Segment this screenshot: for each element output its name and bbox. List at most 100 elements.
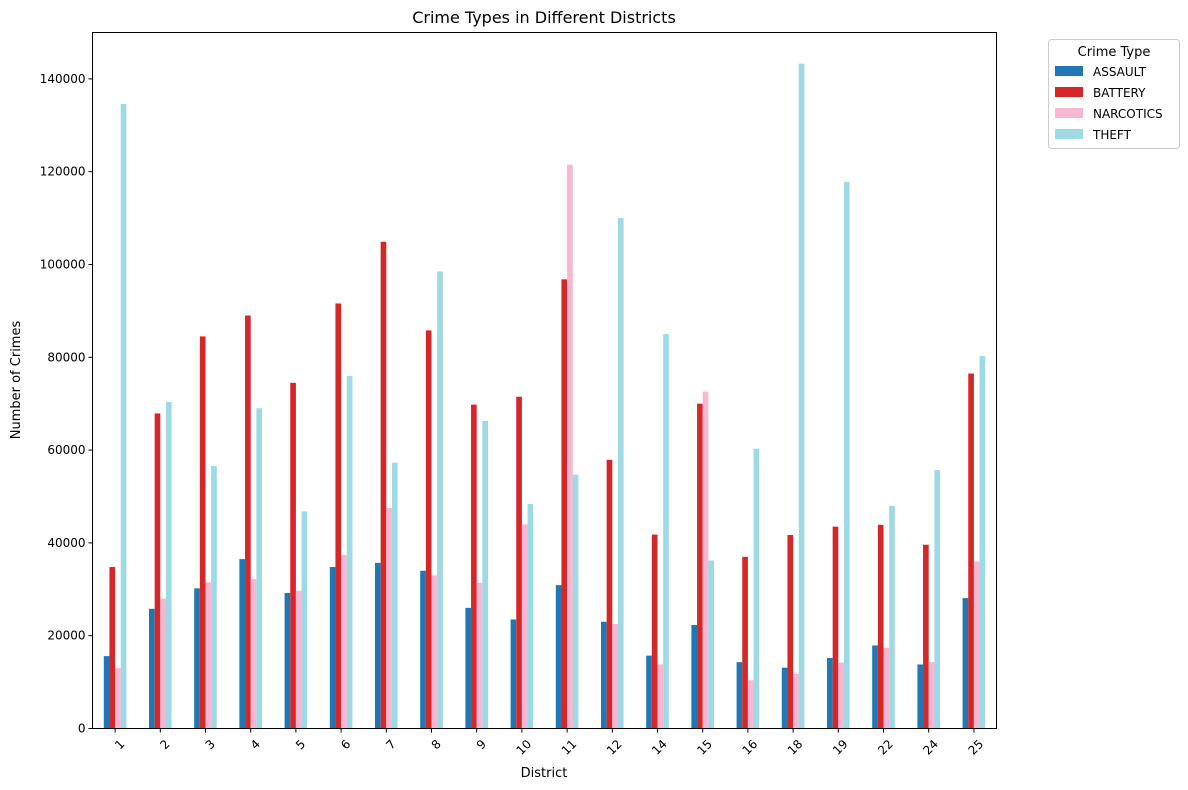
y-tick-label: 100000 [40,258,86,272]
bar-battery-district-12 [606,459,613,729]
x-tick-label-district-2: 2 [157,737,172,752]
bar-battery-district-11 [561,279,568,729]
bar-battery-district-4 [245,315,251,729]
bar-assault-district-1 [103,656,110,729]
bar-theft-district-8 [437,271,443,729]
x-tick-label-district-4: 4 [248,737,263,752]
bar-assault-district-15 [691,625,698,729]
bar-battery-district-24 [923,544,929,729]
x-tick-label-district-3: 3 [203,737,218,752]
bar-theft-district-3 [211,465,217,729]
bar-assault-district-16 [736,662,743,729]
legend-swatch-battery [1055,87,1083,97]
bar-battery-district-10 [516,396,522,729]
bar-theft-district-2 [165,401,172,729]
bar-narcotics-district-10 [521,524,528,729]
x-axis-label: District [521,766,568,781]
legend-swatch-narcotics [1055,108,1083,118]
bar-theft-district-12 [617,218,624,729]
legend: Crime Type ASSAULT BATTERY NARCOTICS THEFT [1048,39,1180,149]
bar-narcotics-district-1 [115,668,121,729]
bar-narcotics-district-16 [747,680,754,729]
bar-theft-district-25 [979,355,986,729]
bar-battery-district-25 [968,373,974,729]
x-tick-label-district-1: 1 [112,737,127,752]
x-tick-label-district-25: 25 [966,737,987,758]
y-tick-label: 40000 [47,536,85,550]
x-tick-label-district-7: 7 [383,737,398,752]
bar-narcotics-district-18 [793,673,799,729]
bar-narcotics-district-5 [295,590,302,729]
bar-battery-district-7 [380,241,387,729]
bar-theft-district-5 [301,511,308,729]
bar-narcotics-district-2 [160,598,166,729]
bar-assault-district-22 [872,645,878,729]
legend-label-narcotics: NARCOTICS [1093,107,1163,121]
bar-assault-district-18 [781,667,788,729]
bar-theft-district-9 [482,420,488,729]
bar-assault-district-4 [239,559,246,729]
bar-assault-district-9 [465,607,472,729]
bar-narcotics-district-3 [205,582,212,729]
y-tick-label: 120000 [40,165,86,179]
bar-battery-district-19 [832,526,839,729]
bar-narcotics-district-4 [250,579,257,729]
legend-label-theft: THEFT [1092,128,1132,142]
bar-narcotics-district-19 [838,662,844,729]
x-tick-label-district-16: 16 [740,737,761,758]
x-axis: 1 2 3 4 5 6 7 8 9 10 11 12 14 15 16 18 19 22 24 25 [112,728,987,758]
bar-narcotics-district-22 [883,647,890,729]
x-tick-label-district-18: 18 [785,737,806,758]
bars-group [103,63,986,729]
y-tick-label: 0 [78,722,86,736]
bar-battery-district-18 [787,535,794,729]
x-tick-label-district-8: 8 [429,737,444,752]
bar-assault-district-14 [646,655,652,729]
bar-assault-district-25 [962,598,969,729]
bar-assault-district-19 [827,657,833,729]
y-tick-label: 140000 [40,72,86,86]
y-axis: 0 20000 40000 60000 80000 100000 120000 140000 [40,72,93,736]
bar-theft-district-15 [708,560,714,729]
bar-battery-district-22 [877,524,884,729]
bar-theft-district-24 [934,470,940,729]
chart-title: Crime Types in Different Districts [412,8,676,27]
bar-theft-district-10 [527,503,534,729]
x-tick-label-district-12: 12 [604,737,625,758]
x-tick-label-district-19: 19 [830,737,851,758]
bar-assault-district-12 [601,621,607,729]
bar-narcotics-district-14 [657,664,664,729]
bar-narcotics-district-9 [476,582,483,729]
bar-battery-district-3 [199,336,206,729]
bar-battery-district-16 [742,556,748,729]
bar-assault-district-24 [917,664,924,729]
x-tick-label-district-6: 6 [338,737,353,752]
legend-label-assault: ASSAULT [1093,65,1147,79]
legend-title: Crime Type [1078,45,1151,60]
legend-label-battery: BATTERY [1093,86,1146,100]
bar-theft-district-16 [753,448,760,729]
bar-assault-district-7 [375,562,381,729]
bar-assault-district-3 [194,588,200,729]
legend-swatch-assault [1055,66,1083,76]
bar-theft-district-4 [256,408,262,729]
bar-narcotics-district-7 [386,508,392,729]
bar-theft-district-11 [572,474,579,729]
legend-swatch-theft [1055,129,1083,139]
bar-narcotics-district-24 [928,662,935,729]
bar-battery-district-1 [109,567,116,729]
bar-battery-district-15 [697,403,703,729]
bar-theft-district-7 [391,462,398,729]
x-tick-label-district-5: 5 [293,737,308,752]
x-tick-label-district-15: 15 [694,737,715,758]
plot-frame [92,32,997,729]
bar-battery-district-9 [471,404,477,729]
bar-narcotics-district-11 [567,164,573,729]
bar-battery-district-14 [651,534,658,729]
y-tick-label: 20000 [47,629,85,643]
bar-assault-district-6 [329,567,336,729]
x-tick-label-district-11: 11 [559,737,580,758]
x-tick-label-district-24: 24 [920,737,941,758]
bar-assault-district-11 [555,585,562,729]
